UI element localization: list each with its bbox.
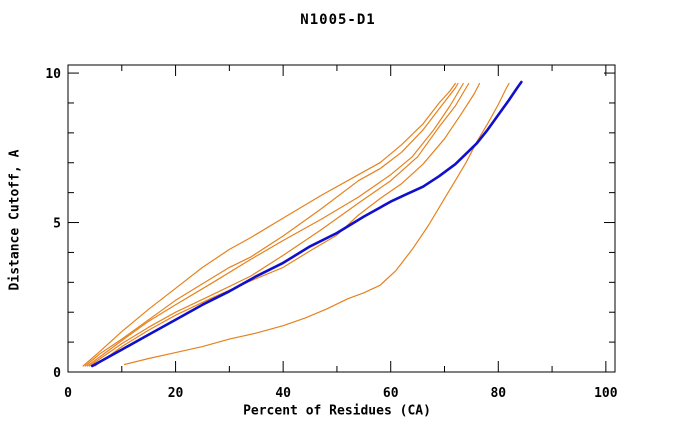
x-tick-label: 60 xyxy=(383,386,399,401)
series-line-orange-model-outlier xyxy=(123,82,510,366)
series-line-orange-model-5 xyxy=(94,82,481,367)
x-tick-label: 20 xyxy=(168,386,184,401)
series-line-orange-model-2 xyxy=(84,82,459,367)
x-tick-label: 80 xyxy=(490,386,506,401)
chart-title: N1005-D1 xyxy=(300,12,376,28)
x-tick-label: 100 xyxy=(594,386,618,401)
y-tick-label: 0 xyxy=(53,366,61,381)
y-tick-label: 5 xyxy=(53,217,61,232)
y-axis-label: Distance Cutoff, A xyxy=(7,149,23,291)
plot-border xyxy=(67,64,616,373)
series-line-orange-model-4 xyxy=(88,82,470,367)
series-line-orange-model-3 xyxy=(86,82,464,367)
x-tick-label: 40 xyxy=(275,386,291,401)
series-line-highlighted-model-blue xyxy=(90,80,523,368)
x-tick-label: 0 xyxy=(64,386,72,401)
y-tick-label: 10 xyxy=(45,67,61,82)
series-line-orange-model-1 xyxy=(82,82,456,367)
x-axis-label: Percent of Residues (CA) xyxy=(243,403,431,419)
